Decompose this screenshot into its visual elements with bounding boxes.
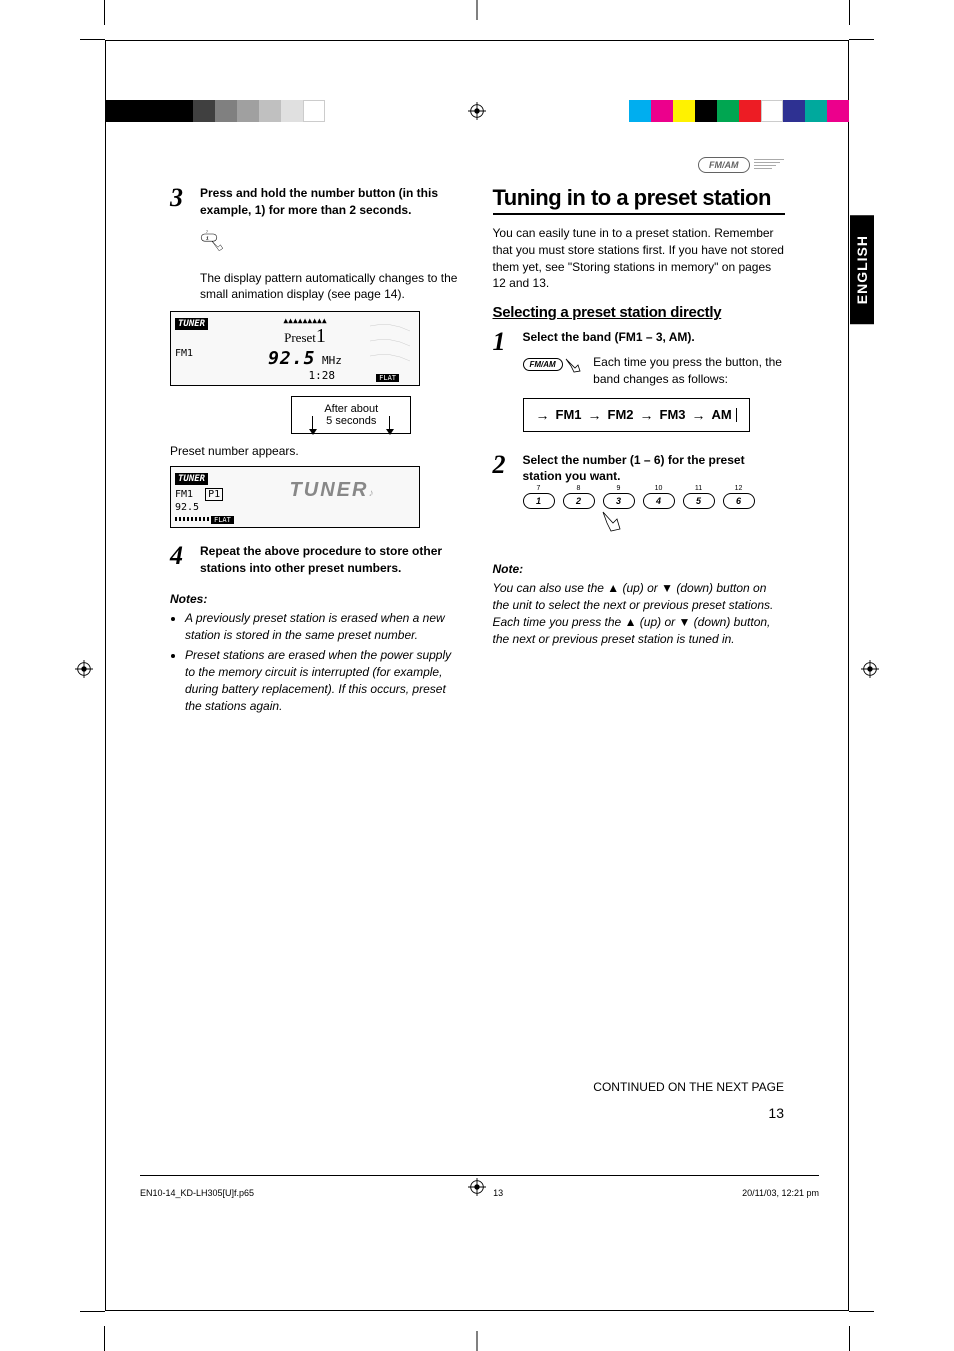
language-tab: ENGLISH xyxy=(850,215,874,324)
step-text: Repeat the above procedure to store othe… xyxy=(200,543,463,577)
crop-mark xyxy=(477,1331,478,1351)
registration-mark-icon xyxy=(75,660,93,678)
number-button: 104 xyxy=(643,493,675,509)
notes-list: A previously preset station is erased wh… xyxy=(185,610,463,715)
number-button: 115 xyxy=(683,493,715,509)
sub-title: Selecting a preset station directly xyxy=(493,304,786,321)
arrow-icon: → xyxy=(640,407,654,423)
note-item: A previously preset station is erased wh… xyxy=(185,610,463,644)
number-button: 82 xyxy=(563,493,595,509)
number-button: 71 xyxy=(523,493,555,509)
display-illustration-2: TUNER FM1 P1 92.5 TUNER♪ FLAT xyxy=(170,466,420,528)
crop-tick xyxy=(80,39,105,40)
note-body: You can also use the ▲ (up) or ▼ (down) … xyxy=(493,580,786,647)
left-column: 3 Press and hold the number button (in t… xyxy=(170,185,463,715)
page-number: 13 xyxy=(768,1105,784,1121)
footer-page: 13 xyxy=(493,1188,503,1198)
band-flow-diagram: → FM1 → FM2 → FM3 → AM xyxy=(523,398,750,432)
after-box: After about 5 seconds xyxy=(291,396,411,434)
crop-line xyxy=(105,1310,849,1311)
crop-tick xyxy=(849,0,850,25)
section-title: Tuning in to a preset station xyxy=(493,185,786,215)
number-button: 93 xyxy=(603,493,635,509)
step-2: 2 Select the number (1 – 6) for the pres… xyxy=(493,452,786,486)
step-text: Select the number (1 – 6) for the preset… xyxy=(523,452,786,486)
color-bar-right xyxy=(629,100,849,122)
footer-date: 20/11/03, 12:21 pm xyxy=(742,1188,819,1198)
footer: EN10-14_KD-LH305[U]f.p65 13 20/11/03, 12… xyxy=(140,1175,819,1198)
step-number: 2 xyxy=(493,452,506,478)
fm-am-button-illustration: FM/AM xyxy=(523,354,582,374)
step-number: 1 xyxy=(493,329,506,355)
crop-tick xyxy=(849,39,874,40)
press-button-illustration: 7 1 xyxy=(200,225,463,260)
step-body: Each time you press the button, the band… xyxy=(593,354,785,388)
continued-text: CONTINUED ON THE NEXT PAGE xyxy=(593,1080,784,1094)
crop-tick xyxy=(80,1311,105,1312)
step-text: Press and hold the number button (in thi… xyxy=(200,185,463,219)
intro-text: You can easily tune in to a preset stati… xyxy=(493,225,786,292)
arrow-icon: → xyxy=(536,407,550,423)
page-content: 3 Press and hold the number button (in t… xyxy=(170,185,785,715)
number-button: 126 xyxy=(723,493,755,509)
crop-tick xyxy=(104,0,105,25)
step-1: 1 Select the band (FM1 – 3, AM). xyxy=(493,329,786,346)
step-body: The display pattern automatically change… xyxy=(200,270,463,304)
crop-mark xyxy=(477,0,478,20)
note-item: Preset stations are erased when the powe… xyxy=(185,647,463,714)
arrow-icon: → xyxy=(588,407,602,423)
crop-line xyxy=(105,40,106,1311)
crop-tick xyxy=(849,1326,850,1351)
step-4: 4 Repeat the above procedure to store ot… xyxy=(170,543,463,577)
svg-text:7: 7 xyxy=(206,229,208,233)
registration-mark-icon xyxy=(861,660,879,678)
arrow-icon: → xyxy=(692,407,706,423)
crop-tick xyxy=(104,1326,105,1351)
notes-header: Notes: xyxy=(170,592,463,606)
registration-mark-icon xyxy=(468,102,486,120)
footer-file: EN10-14_KD-LH305[U]f.p65 xyxy=(140,1188,254,1198)
right-column: Tuning in to a preset station You can ea… xyxy=(493,185,786,715)
svg-text:1: 1 xyxy=(206,235,209,241)
number-buttons-row: 71 82 93 104 115 126 xyxy=(523,493,786,509)
step-number: 3 xyxy=(170,185,183,211)
crop-line xyxy=(848,40,849,1311)
step-3: 3 Press and hold the number button (in t… xyxy=(170,185,463,219)
step-number: 4 xyxy=(170,543,183,569)
step-text: Select the band (FM1 – 3, AM). xyxy=(523,329,786,346)
press-finger-illustration xyxy=(593,509,786,542)
crop-line xyxy=(105,40,849,41)
caption: Preset number appears. xyxy=(170,444,463,458)
header-category-badge: FM/AM xyxy=(698,155,784,173)
crop-tick xyxy=(849,1311,874,1312)
display-illustration-1: TUNER FM1 ▲▲▲▲▲▲▲▲▲ Preset1 92.5 MHz 1:2… xyxy=(170,311,420,386)
color-bar-left xyxy=(105,100,325,122)
note-header: Note: xyxy=(493,562,786,576)
